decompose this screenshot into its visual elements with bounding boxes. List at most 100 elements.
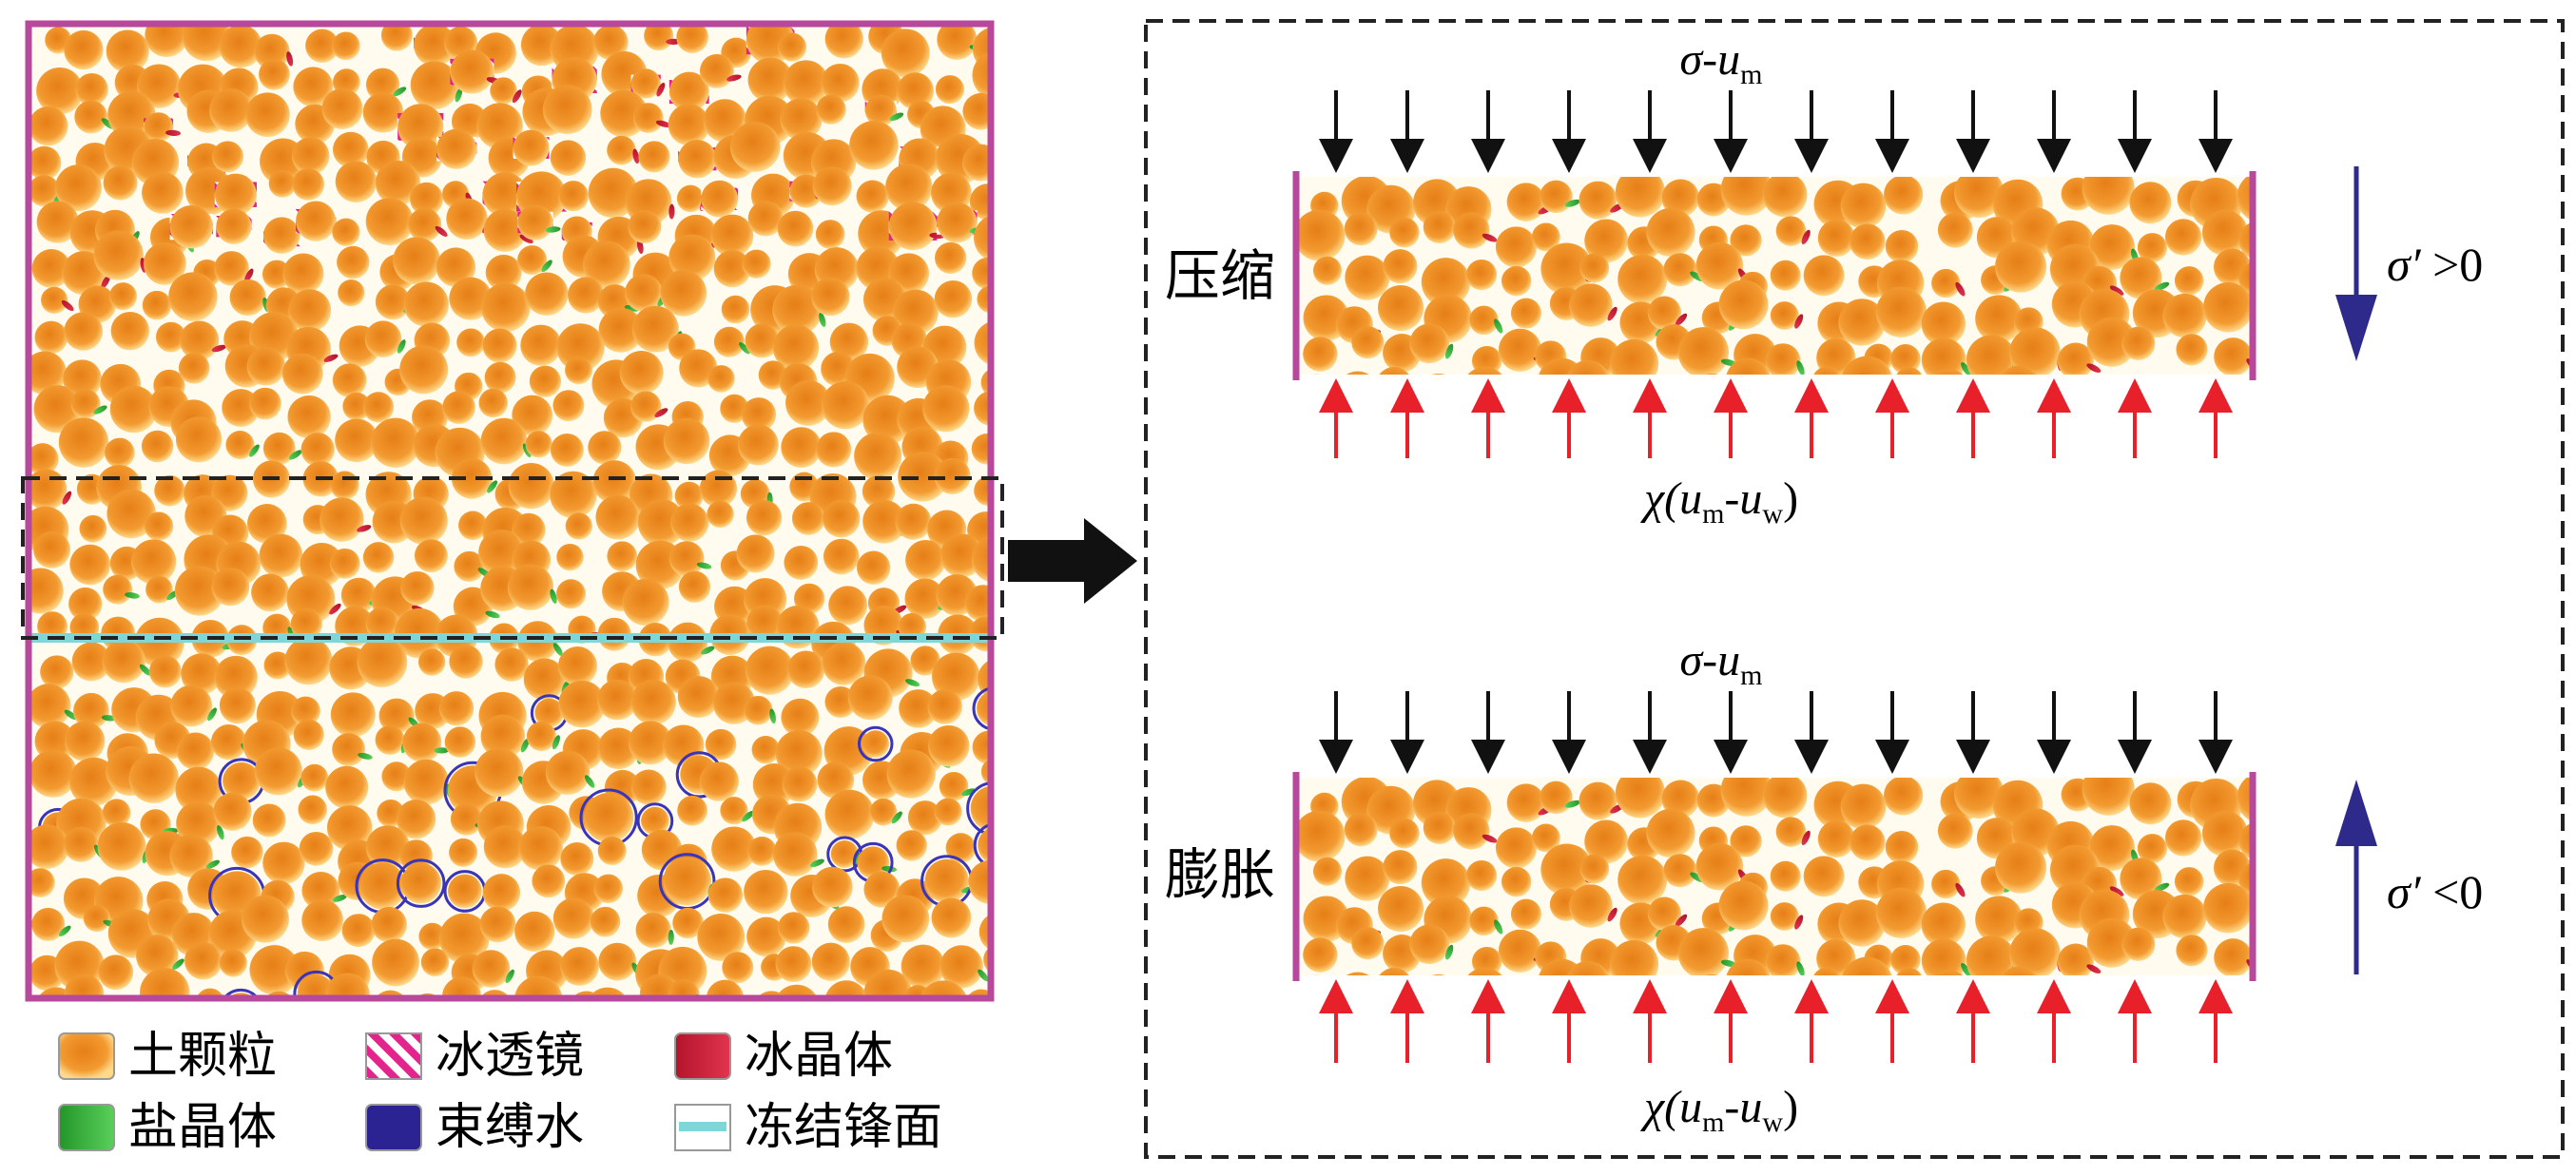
soil-particle [812,166,852,206]
soil-particle [249,945,300,995]
soil-particle [777,210,814,247]
soil-particle [213,792,252,831]
soil-particle [1661,780,1700,819]
soil-particle [781,427,823,469]
soil-particle [729,122,781,172]
soil-particle [68,757,119,806]
soil-particle [523,658,566,701]
soil-particle [1019,108,1052,141]
soil-particle [823,538,860,575]
soil-particle [1579,854,1610,884]
soil-particle [2137,834,2167,864]
slice-particles [1298,778,2289,1009]
soil-particle [2214,938,2251,975]
soil-particle [332,131,369,168]
ice-crystal [101,275,110,289]
load-arrow-icon [2198,90,2233,173]
soil-particle [1704,373,1719,375]
soil-particle [1540,242,1594,296]
load-arrow-icon [1390,691,1424,774]
soil-particle [998,205,1039,246]
soil-particle [816,432,852,468]
soil-particle [526,721,556,752]
soil-particle [722,952,754,984]
soil-particle [2129,182,2172,224]
ice-crystal [244,268,254,282]
soil-particle [298,795,327,825]
soil-particle [556,543,584,571]
soil-particle [932,652,980,702]
soil-particle [828,586,868,626]
soil-particle [630,68,661,99]
soil-particle [1006,991,1036,1020]
salt-crystal [810,858,824,868]
soil-particle [935,75,964,105]
ice-crystal [329,603,341,615]
soil-particle [668,104,710,146]
soil-particle [824,980,868,998]
soil-particle [1966,335,2017,375]
soil-particle [1345,856,1390,901]
load-arrow-icon [2118,979,2152,1063]
soil-particle [75,72,108,106]
soil-particle [560,947,599,986]
legend-item-soil: 土颗粒 [58,1028,277,1085]
soil-particle [2214,337,2251,375]
soil-particle [997,316,1045,363]
soil-particle [410,61,459,110]
soil-particle [484,361,516,394]
soil-particle [827,906,865,943]
soil-particle [1303,937,1338,973]
soil-particle [560,842,594,877]
soil-particle [337,245,370,280]
soil-particle [63,359,102,399]
soil-particle [93,230,144,280]
soil-particle [103,574,133,605]
soil-particle [607,135,636,165]
soil-particle [785,380,831,426]
soil-particle [1017,1015,1060,1058]
top-load-arrows [1319,691,2233,774]
soil-particle [1298,810,1346,862]
soil-particle [83,904,110,933]
soil-particle [36,67,84,115]
soil-particle [2251,971,2289,1009]
soil-particle [910,646,940,676]
soil-particle [2174,867,2204,896]
soil-particle [783,60,829,106]
soil-particle [36,201,79,243]
load-arrow-icon [1794,979,1829,1063]
soil-particle [71,642,111,682]
soil-particle [259,533,303,578]
soil-particle [1389,818,1420,849]
soil-particle [300,763,329,792]
soil-particle [707,500,734,529]
salt-crystal [584,775,595,788]
soil-particle [249,387,281,420]
salt-crystal [249,444,260,457]
ice-crystal [668,203,675,220]
soil-particle [472,950,511,988]
soil-particle [781,698,820,737]
soil-particle [736,534,775,573]
soil-particle [2086,917,2137,968]
salt-crystal [93,405,107,414]
soil-particle [290,607,322,640]
soil-particle [1762,778,1808,819]
soil-particle [225,431,255,460]
salt-crystal [125,592,140,599]
salt-crystal [1961,362,1971,375]
salt-crystal [487,480,498,493]
soil-particle [2162,293,2207,338]
detail-frame [1144,19,2565,1159]
salt-crystal [1494,318,1503,334]
ice-crystal [1607,907,1617,922]
soil-particle [1423,811,1456,844]
soil-particle [214,173,257,216]
salt-crystal [769,708,776,724]
soil-particle [934,280,973,318]
soil-particle [1615,177,1666,218]
soil-particle [672,907,704,939]
soil-particle [482,328,517,363]
soil-particle [335,418,378,463]
